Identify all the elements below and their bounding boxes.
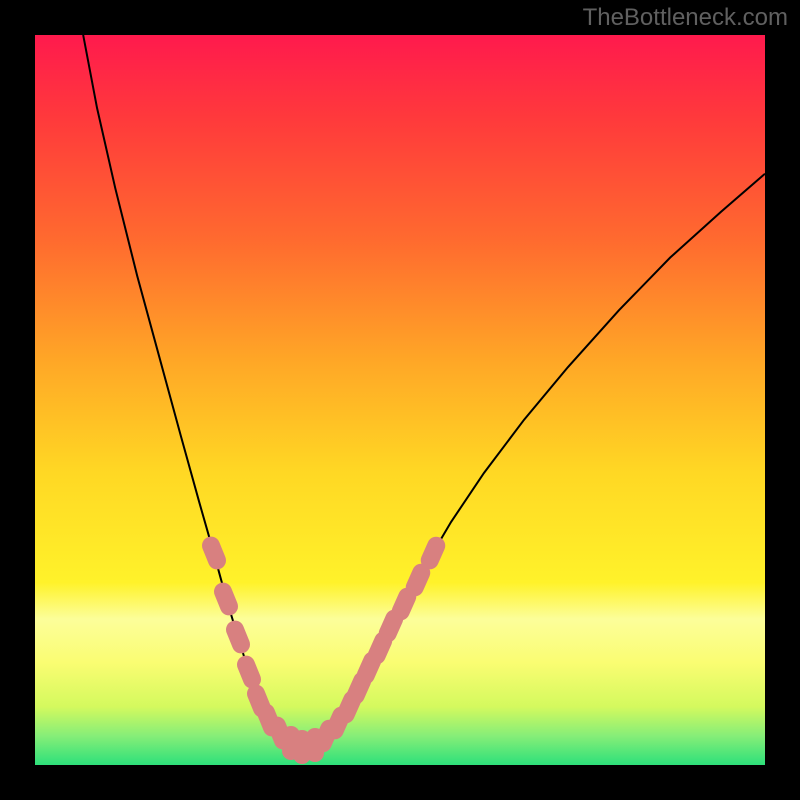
curve-left xyxy=(83,35,290,745)
chart-curve-layer xyxy=(35,35,765,765)
watermark-text: TheBottleneck.com xyxy=(583,4,788,32)
chart-plot-area xyxy=(35,35,765,765)
